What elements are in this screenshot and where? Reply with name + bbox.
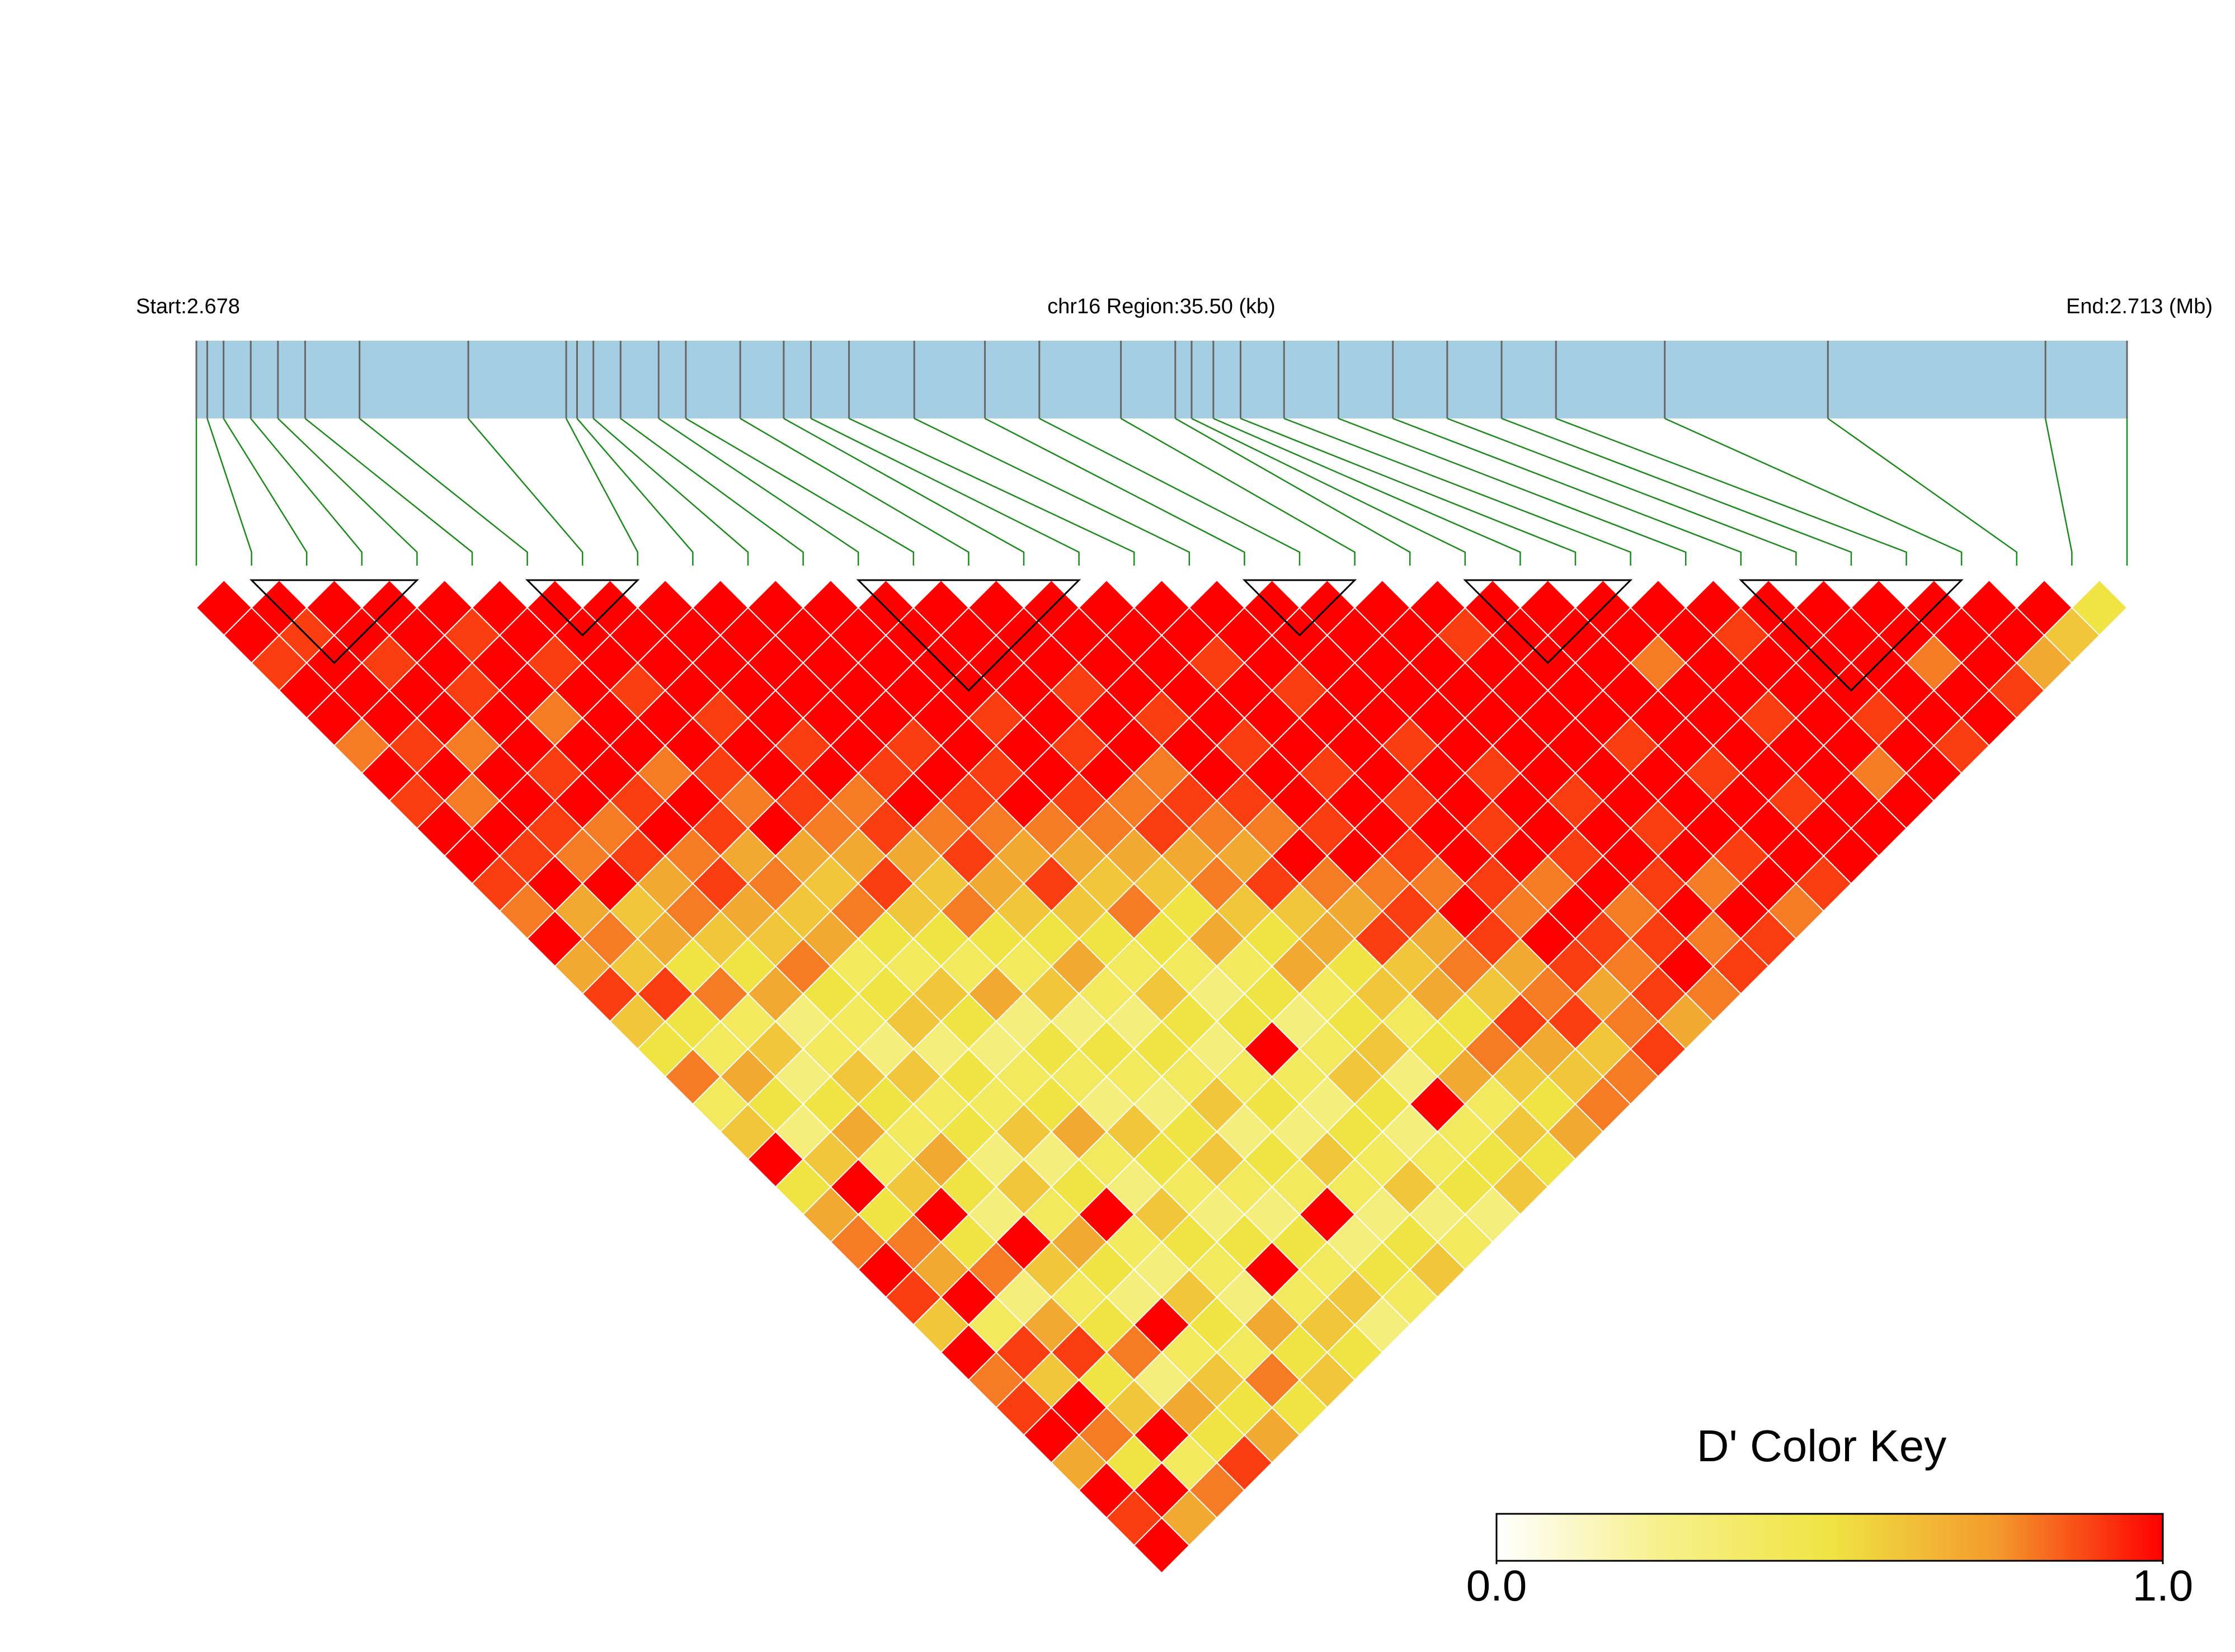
region-end: End:2.713 (Mb) (2066, 295, 2213, 318)
region-title: chr16 Region:35.50 (kb) (1047, 295, 1276, 318)
snp-connector (1039, 417, 1301, 566)
snp-connector (1447, 417, 1797, 566)
snp-connector (1240, 417, 1577, 566)
snp-connector (592, 418, 749, 566)
snp-connector (1664, 417, 1963, 566)
snp-connector (1191, 417, 1466, 566)
snp-connector (1213, 417, 1521, 566)
snp-connector (658, 417, 859, 566)
snp-connector (1501, 417, 1852, 566)
ld-block (525, 579, 640, 637)
color-key-title: D' Color Key (1697, 1421, 1947, 1471)
ld-block (856, 579, 1081, 692)
snp-connector (250, 418, 363, 566)
ld-block (1739, 579, 1964, 692)
snp-connector (740, 417, 970, 566)
snp-connector (576, 418, 694, 566)
region-bar (196, 341, 2127, 418)
snp-connector (1338, 417, 1687, 566)
snp-connector (810, 417, 1080, 566)
snp-connector (1555, 417, 1907, 566)
snp-connector (565, 418, 639, 566)
ld-cell (2071, 579, 2128, 637)
ld-block (249, 579, 420, 665)
snp-connector (984, 417, 1245, 566)
snp-connector (277, 418, 418, 566)
snp-connector (359, 418, 528, 566)
snp-connector (1827, 417, 2018, 566)
color-key-bar (1495, 1513, 2164, 1562)
snp-connector (206, 418, 252, 566)
ld-block (1463, 579, 1633, 665)
snp-connector (468, 418, 584, 566)
snp-connector (1392, 417, 1742, 566)
snp-connector (1120, 417, 1356, 566)
snp-connector (304, 418, 473, 566)
snp-connector (783, 417, 1025, 566)
color-key-label: 0.0 (1466, 1561, 1527, 1610)
snp-connector (1175, 417, 1411, 566)
snp-connector (1283, 417, 1631, 566)
snp-connector (2044, 418, 2073, 566)
snp-connector (223, 418, 308, 566)
region-start: Start:2.678 (136, 295, 240, 318)
snp-connector (914, 417, 1191, 566)
snp-connector (849, 417, 1135, 566)
snp-connector (620, 417, 804, 566)
color-key-label: 1.0 (2133, 1561, 2193, 1610)
snp-connector (685, 417, 915, 566)
ld-block (1242, 579, 1357, 637)
